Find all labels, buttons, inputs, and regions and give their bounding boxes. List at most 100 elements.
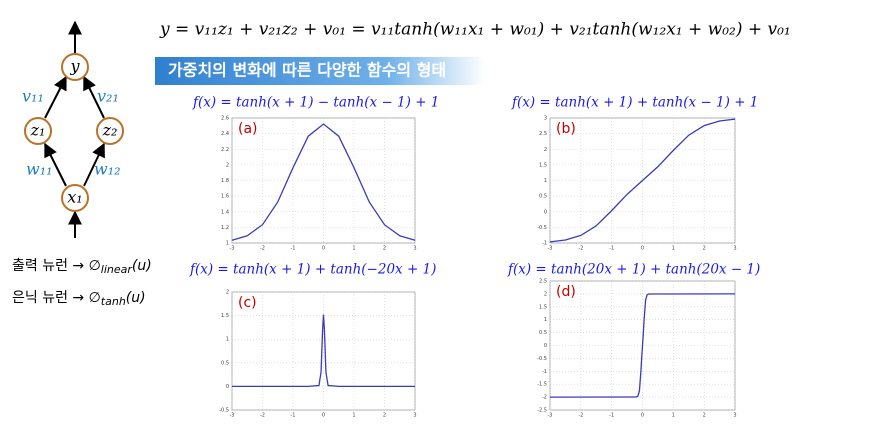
node-label: y	[69, 57, 80, 76]
x-tick-label: 0	[322, 413, 325, 419]
text: linear	[101, 263, 134, 276]
y-tick-label: -1	[542, 241, 547, 247]
y-tick-label: 1.5	[539, 304, 547, 310]
hidden-neuron: 은닉 뉴런 → ∅tanh(u)	[12, 290, 146, 308]
arrow	[44, 142, 67, 187]
y-tick-label: -0.5	[537, 225, 547, 231]
y-tick-label: 2.4	[221, 131, 229, 137]
text: 출력 뉴런 → ∅	[12, 258, 101, 274]
panel-label: (c)	[238, 295, 257, 311]
y-tick-label: 0	[544, 343, 547, 349]
y-tick-label: -0.5	[537, 356, 547, 362]
weight-label: v₁₁	[22, 87, 44, 106]
y-tick-label: -0.5	[219, 408, 229, 414]
x-tick-label: -2	[578, 413, 583, 419]
y-tick-label: -2.5	[537, 408, 547, 414]
x-tick-label: -2	[260, 246, 265, 252]
x-tick-label: 1	[352, 246, 355, 252]
y-tick-label: 2.2	[221, 147, 229, 153]
x-tick-label: 0	[641, 413, 644, 419]
node-label: x₁	[67, 188, 82, 207]
node	[61, 53, 89, 81]
y-tick-label: 3	[544, 116, 547, 122]
chart-title: f(x) = tanh(20x + 1) + tanh(20x − 1)	[507, 262, 760, 278]
y-tick-label: 0	[226, 384, 229, 390]
y-tick-label: 1	[226, 241, 229, 247]
x-tick-label: 1	[672, 246, 675, 252]
line	[549, 293, 736, 398]
y-tick-label: 0.5	[221, 360, 229, 366]
y-tick-label: 1.5	[221, 313, 229, 319]
weight-label: w₁₂	[94, 160, 121, 179]
chart-title: f(x) = tanh(x + 1) − tanh(x − 1) + 1	[192, 95, 439, 111]
x-tick-label: 3	[733, 246, 736, 252]
banner	[155, 57, 485, 85]
x-tick-label: 2	[703, 413, 706, 419]
node	[96, 117, 124, 145]
x-tick-label: 3	[413, 413, 416, 419]
y-tick-label: 2	[544, 147, 547, 153]
y-tick-label: 2.5	[539, 131, 547, 137]
line	[232, 314, 415, 388]
y-tick-label: -1	[542, 369, 547, 375]
y-tick-label: 1.8	[221, 178, 229, 184]
network-diagram	[24, 20, 124, 238]
weight-label: w₁₁	[26, 160, 53, 179]
y-tick-label: 2	[226, 162, 229, 168]
chart-title: f(x) = tanh(x + 1) + tanh(x − 1) + 1	[511, 95, 758, 111]
panel-label: (d)	[556, 284, 576, 300]
x-tick-label: -3	[548, 413, 553, 419]
panel-label: (a)	[238, 121, 258, 137]
x-tick-label: -2	[260, 413, 265, 419]
y-tick-label: 1	[544, 178, 547, 184]
chart-title: f(x) = tanh(x + 1) + tanh(−20x + 1)	[189, 262, 436, 278]
x-tick-label: -1	[291, 246, 296, 252]
x-tick-label: -1	[609, 413, 614, 419]
x-tick-label: -3	[548, 246, 553, 252]
y-tick-label: 1.5	[539, 162, 547, 168]
x-tick-label: 2	[383, 413, 386, 419]
x-tick-label: -3	[230, 246, 235, 252]
node-label: z₂	[102, 121, 118, 140]
text: tanh	[101, 295, 126, 308]
text: (u)	[132, 258, 152, 274]
y-tick-label: 1	[226, 337, 229, 343]
y-tick-label: 0	[544, 209, 547, 215]
y-tick-label: 2.6	[221, 116, 229, 122]
plot-area	[231, 291, 416, 411]
equation: y = v₁₁z₁ + v₂₁z₂ + v₀₁ = v₁₁tanh(w₁₁x₁ …	[159, 20, 791, 40]
y-tick-label: 0.5	[539, 330, 547, 336]
x-tick-label: 3	[413, 246, 416, 252]
arrow	[83, 75, 105, 119]
arrow	[83, 142, 105, 187]
y-tick-label: 2.5	[539, 279, 547, 285]
text: 은닉 뉴런 → ∅	[12, 290, 101, 306]
line	[549, 118, 736, 243]
x-tick-label: 1	[672, 413, 675, 419]
x-tick-label: 2	[703, 246, 706, 252]
node	[24, 117, 52, 145]
node	[61, 184, 89, 212]
y-tick-label: -2	[542, 395, 547, 401]
text: (u)	[126, 290, 146, 306]
y-tick-label: 1.2	[221, 225, 229, 231]
x-tick-label: 0	[641, 246, 644, 252]
y-tick-label: 1.4	[221, 209, 229, 215]
y-tick-label: 2	[544, 291, 547, 297]
x-tick-label: -3	[230, 413, 235, 419]
banner-text: 가중치의 변화에 따른 다양한 함수의 형태	[168, 61, 446, 80]
y-tick-label: 1	[544, 317, 547, 323]
line	[231, 123, 416, 241]
y-tick-label: 1.6	[221, 194, 229, 200]
x-tick-label: 3	[733, 413, 736, 419]
node-label: z₁	[30, 121, 46, 140]
x-tick-label: 2	[383, 246, 386, 252]
x-tick-label: 1	[352, 413, 355, 419]
panel-label: (b)	[556, 121, 576, 137]
output-neuron: 출력 뉴런 → ∅linear(u)	[12, 258, 152, 276]
x-tick-label: -1	[291, 413, 296, 419]
x-tick-label: -1	[609, 246, 614, 252]
x-tick-label: -2	[578, 246, 583, 252]
x-tick-label: 0	[322, 246, 325, 252]
